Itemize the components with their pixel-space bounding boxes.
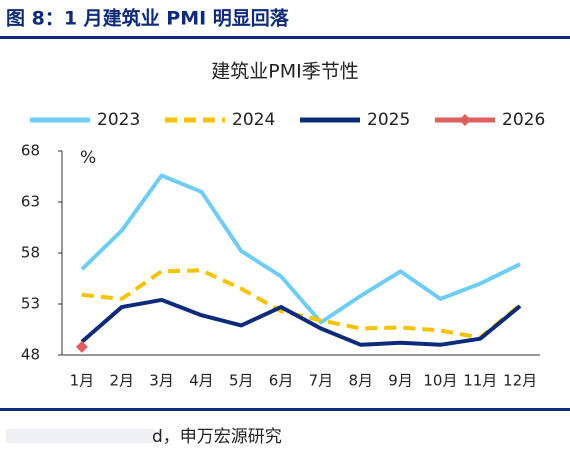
- legend-label: 2025: [367, 110, 410, 130]
- y-tick-label: 53: [21, 295, 40, 313]
- y-tick-label: 63: [21, 193, 40, 211]
- source: d，申万宏源研究: [152, 427, 282, 447]
- x-tick-label: 2月: [109, 372, 134, 390]
- series-line: [80, 297, 522, 347]
- x-tick-label: 10月: [423, 372, 457, 390]
- y-tick-label: 48: [21, 346, 40, 364]
- x-tick-label: 1月: [70, 372, 95, 390]
- series-line: [80, 173, 521, 325]
- x-tick-label: 11月: [463, 372, 497, 390]
- header-rule: [0, 36, 570, 39]
- figure-title: 图 8：1 月建筑业 PMI 明显回落: [6, 7, 290, 30]
- y-unit: %: [80, 148, 96, 168]
- x-tick-label: 9月: [388, 372, 413, 390]
- x-tick-label: 7月: [309, 372, 334, 390]
- legend-label: 2024: [232, 110, 275, 130]
- x-tick-label: 8月: [348, 372, 373, 390]
- y-tick-label: 68: [21, 142, 40, 160]
- x-tick-label: 3月: [149, 372, 174, 390]
- y-tick-label: 58: [21, 244, 40, 262]
- footer-rule: [0, 408, 570, 411]
- x-tick-label: 6月: [269, 372, 294, 390]
- legend-marker: [459, 114, 471, 126]
- legend-label: 2026: [502, 110, 545, 130]
- blurred-text: [6, 429, 156, 443]
- legend-label: 2023: [97, 110, 140, 130]
- chart-title: 建筑业PMI季节性: [211, 61, 358, 83]
- x-tick-label: 12月: [503, 372, 537, 390]
- x-tick-label: 5月: [229, 372, 254, 390]
- x-tick-label: 4月: [189, 372, 214, 390]
- point-marker: [75, 340, 88, 353]
